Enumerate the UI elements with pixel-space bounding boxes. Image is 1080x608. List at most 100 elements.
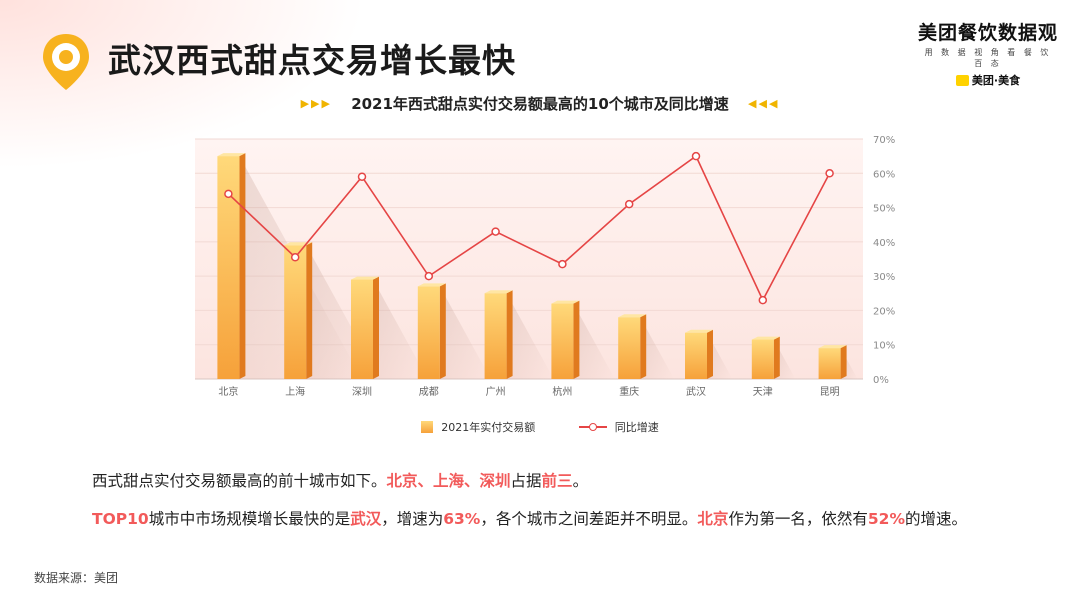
bar xyxy=(484,293,507,379)
desc-text: 占据 xyxy=(510,472,542,490)
brand-slogan: 用 数 据 视 角 看 餐 饮 百 态 xyxy=(924,48,1052,68)
desc-text: 。 xyxy=(572,472,589,490)
growth-line xyxy=(227,154,831,302)
description-line-1: 西式甜点实付交易额最高的前十城市如下。北京、上海、深圳占据前三。 xyxy=(92,469,588,491)
growth-point xyxy=(558,259,567,269)
x-tick-label: 广州 xyxy=(486,386,506,398)
bar-top xyxy=(417,283,446,287)
bar-side xyxy=(640,314,647,379)
location-pin-icon xyxy=(43,34,89,90)
x-tick-label: 深圳 xyxy=(352,386,372,398)
growth-point xyxy=(691,151,701,161)
bar-top xyxy=(217,153,246,157)
y2-tick-label: 10% xyxy=(873,341,895,352)
bar-top xyxy=(618,314,647,318)
bar-side xyxy=(707,329,713,379)
x-tick-label: 武汉 xyxy=(686,385,706,398)
bar-top xyxy=(751,336,780,340)
bar-side xyxy=(306,242,313,379)
bar-shadow xyxy=(506,293,554,379)
chart-title-row: ▶▶▶ 2021年西式甜点实付交易额最高的10个城市及同比增速 ◀◀◀ xyxy=(0,93,1080,114)
bar-side xyxy=(840,345,847,379)
y2-tick-label: 0% xyxy=(873,375,889,386)
x-tick-label: 成都 xyxy=(419,386,439,398)
desc-highlight: 前三 xyxy=(541,472,573,490)
bar xyxy=(685,332,707,379)
bar-side xyxy=(773,336,780,379)
bar-top xyxy=(351,276,379,280)
brand-sub-label: 美团·美食 xyxy=(971,74,1021,87)
y2-tick-label: 40% xyxy=(873,238,895,249)
y2-tick-label: 30% xyxy=(873,272,895,283)
desc-highlight: 63% xyxy=(443,510,481,528)
bar-side xyxy=(439,283,446,379)
data-source: 数据来源：美团 xyxy=(34,571,119,585)
legend-line-label: 同比增速 xyxy=(614,421,659,434)
x-tick-label: 北京 xyxy=(218,385,238,398)
y2-tick-label: 20% xyxy=(873,306,895,317)
bar-side xyxy=(239,153,246,379)
desc-highlight: 北京、上海、深圳 xyxy=(386,472,511,490)
y2-tick-label: 60% xyxy=(873,169,895,180)
chart-title: 2021年西式甜点实付交易额最高的10个城市及同比增速 xyxy=(351,95,729,113)
desc-text: 城市中市场规模增长最快的是 xyxy=(148,510,351,528)
legend-bar-label: 2021年实付交易额 xyxy=(441,421,536,434)
arrows-right-icon: ▶▶▶ xyxy=(300,97,332,110)
desc-text: 作为第一名，依然有 xyxy=(728,510,868,528)
bar xyxy=(351,279,373,379)
desc-text: 西式甜点实付交易额最高的前十城市如下。 xyxy=(92,472,387,490)
bar-shadow xyxy=(373,279,428,379)
bar-shadow xyxy=(707,332,733,379)
desc-highlight: 52% xyxy=(867,510,905,528)
bar-top xyxy=(818,345,847,349)
growth-point xyxy=(758,295,768,305)
bar-top xyxy=(484,290,513,294)
x-tick-label: 杭州 xyxy=(552,385,572,398)
bar xyxy=(417,286,440,379)
bar-swatch-icon xyxy=(421,421,434,433)
chart-legend: 2021年实付交易额 同比增速 xyxy=(0,419,1080,436)
bar xyxy=(751,339,774,379)
growth-point xyxy=(825,169,834,178)
bar-side xyxy=(373,276,379,379)
bar xyxy=(217,156,240,379)
brand-logo: 美团餐饮数据观 用 数 据 视 角 看 餐 饮 百 态 美团·美食 xyxy=(918,18,1058,90)
line-swatch-icon xyxy=(578,421,607,433)
bar-side xyxy=(573,300,580,379)
bar xyxy=(818,348,841,379)
desc-text: ，增速为 xyxy=(381,510,444,528)
page-title: 武汉西式甜点交易增长最快 xyxy=(108,41,516,80)
bar-shadow xyxy=(573,303,615,379)
bar-top xyxy=(685,329,713,333)
desc-highlight: TOP10 xyxy=(92,510,149,528)
x-tick-label: 天津 xyxy=(753,386,773,398)
growth-point xyxy=(424,271,434,281)
desc-highlight: 武汉 xyxy=(350,510,382,528)
growth-point xyxy=(224,189,233,199)
description-line-2: TOP10城市中市场规模增长最快的是武汉，增速为63%，各个城市之间差距并不明显… xyxy=(92,507,967,529)
desc-text: ，各个城市之间差距并不明显。 xyxy=(480,510,698,528)
bar-shadow xyxy=(239,156,362,379)
bar-shadow xyxy=(640,317,675,379)
legend-item-line: 同比增速 xyxy=(578,419,659,435)
bar-shadow xyxy=(439,286,491,379)
bar xyxy=(284,245,307,379)
bar-top xyxy=(551,300,580,304)
brand-title: 美团餐饮数据观 xyxy=(918,22,1059,44)
arrows-left-icon: ◀◀◀ xyxy=(748,97,780,110)
legend-item-bar: 2021年实付交易额 xyxy=(421,419,535,435)
x-tick-label: 昆明 xyxy=(820,386,840,398)
growth-point xyxy=(491,227,500,236)
bar xyxy=(551,303,574,379)
y2-tick-label: 50% xyxy=(873,204,895,215)
desc-text: 的增速。 xyxy=(905,510,968,528)
desc-highlight: 北京 xyxy=(697,510,729,528)
x-tick-label: 重庆 xyxy=(619,385,639,398)
growth-point xyxy=(624,199,634,209)
y2-tick-label: 70% xyxy=(873,135,895,146)
bar xyxy=(618,317,641,379)
meituan-badge-icon xyxy=(955,74,969,86)
bar-side xyxy=(506,290,513,379)
growth-point xyxy=(357,172,367,181)
